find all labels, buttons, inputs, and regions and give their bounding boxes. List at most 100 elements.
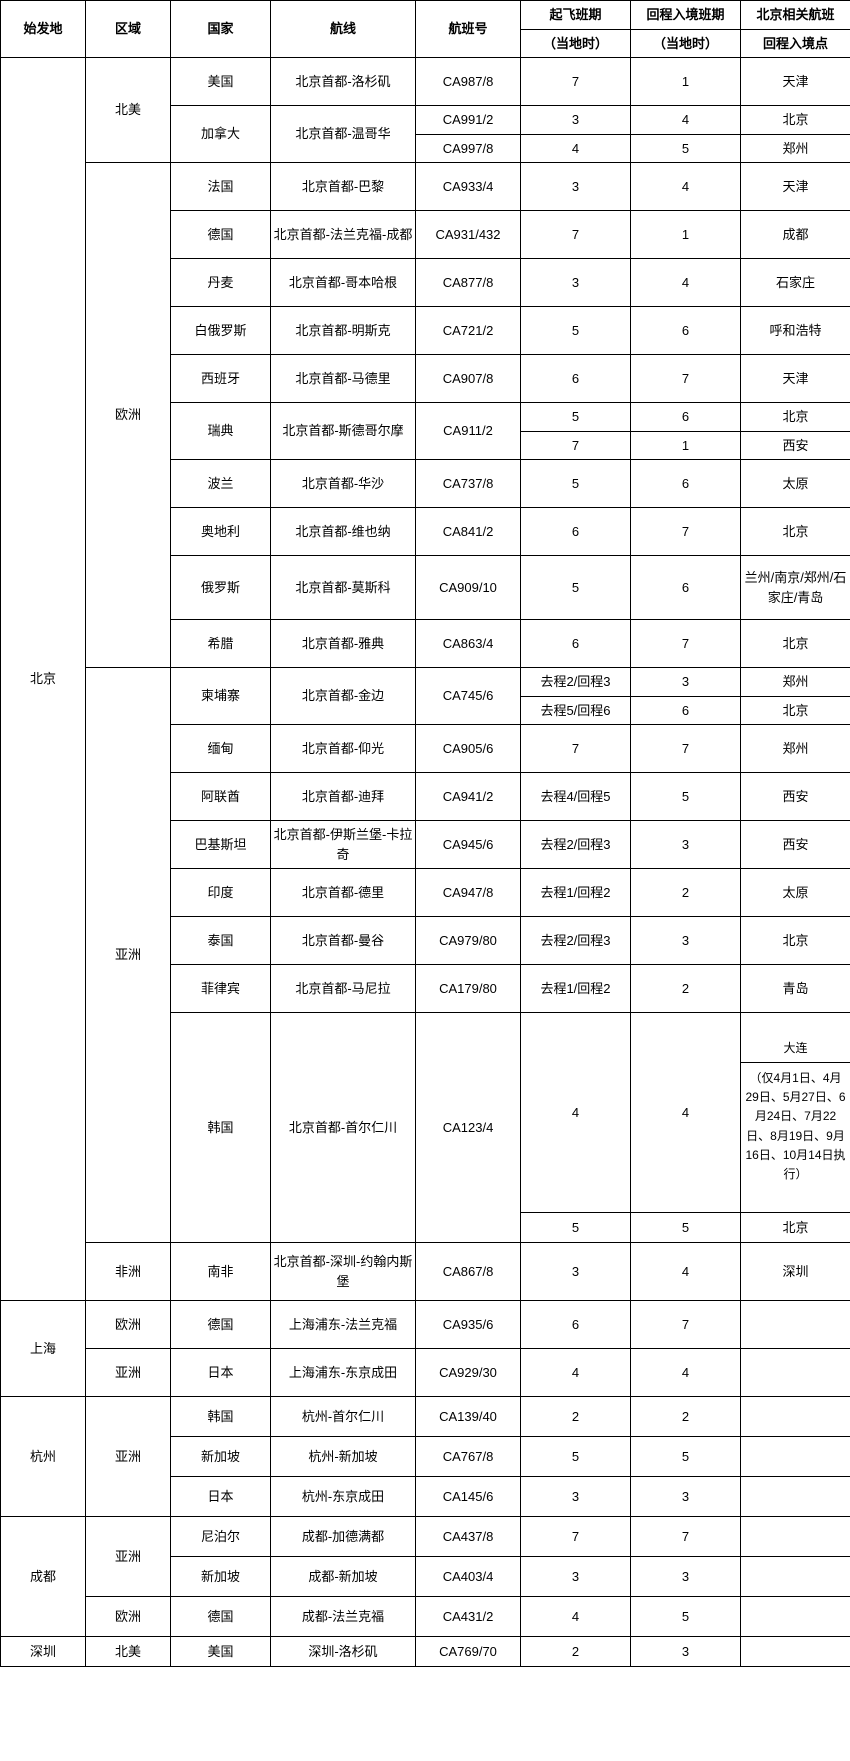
- cell: 泰国: [171, 917, 271, 965]
- th-entry-sub: 回程入境点: [741, 29, 850, 58]
- cell: CA403/4: [416, 1557, 521, 1597]
- th-dep-sub: （当地时）: [521, 29, 631, 58]
- cell: 天津: [741, 355, 850, 403]
- cell: 北京首都-首尔仁川: [271, 1013, 416, 1243]
- cell: 4: [631, 259, 741, 307]
- cell: 南非: [171, 1243, 271, 1301]
- cell: 2: [521, 1397, 631, 1437]
- cell: [741, 1301, 850, 1349]
- cell: 北京首都-雅典: [271, 620, 416, 668]
- cell: 巴基斯坦: [171, 821, 271, 869]
- cell: CA769/70: [416, 1637, 521, 1667]
- cell: 4: [631, 1013, 741, 1213]
- cell: 法国: [171, 163, 271, 211]
- cell: CA911/2: [416, 403, 521, 460]
- cell: 白俄罗斯: [171, 307, 271, 355]
- origin-chengdu: 成都: [1, 1517, 86, 1637]
- cell: 2: [631, 965, 741, 1013]
- cell: 7: [631, 620, 741, 668]
- cell: 3: [521, 1477, 631, 1517]
- cell: 去程5/回程6: [521, 696, 631, 725]
- cell: 7: [631, 1517, 741, 1557]
- cell: 7: [521, 1517, 631, 1557]
- cell: [741, 1349, 850, 1397]
- cell: 北京首都-明斯克: [271, 307, 416, 355]
- cell: 杭州-东京成田: [271, 1477, 416, 1517]
- cell: CA987/8: [416, 58, 521, 106]
- cell: 4: [631, 163, 741, 211]
- cell: 3: [631, 1637, 741, 1667]
- cell: 北京首都-伊斯兰堡-卡拉奇: [271, 821, 416, 869]
- region-asia: 亚洲: [86, 1397, 171, 1517]
- cell: 北京首都-金边: [271, 668, 416, 725]
- th-country: 国家: [171, 1, 271, 58]
- cell: CA907/8: [416, 355, 521, 403]
- cell: 北京: [741, 508, 850, 556]
- cell: 2: [631, 869, 741, 917]
- cell: 北京首都-仰光: [271, 725, 416, 773]
- entry-note: （仅4月1日、4月29日、5月27日、6月24日、7月22日、8月19日、9月1…: [741, 1063, 850, 1190]
- cell: 北京首都-莫斯科: [271, 556, 416, 620]
- cell: CA437/8: [416, 1517, 521, 1557]
- cell: 5: [631, 773, 741, 821]
- cell: 6: [631, 460, 741, 508]
- cell: 4: [521, 1349, 631, 1397]
- cell: 新加坡: [171, 1557, 271, 1597]
- cell: 希腊: [171, 620, 271, 668]
- th-entry: 北京相关航班: [741, 1, 850, 30]
- cell: 韩国: [171, 1013, 271, 1243]
- cell: CA931/432: [416, 211, 521, 259]
- cell: 新加坡: [171, 1437, 271, 1477]
- cell: 北京首都-德里: [271, 869, 416, 917]
- cell: CA737/8: [416, 460, 521, 508]
- cell: [741, 1397, 850, 1437]
- cell: 韩国: [171, 1397, 271, 1437]
- flight-schedule-table: 始发地 区域 国家 航线 航班号 起飞班期 回程入境班期 北京相关航班 （当地时…: [0, 0, 850, 1667]
- region-asia: 亚洲: [86, 1349, 171, 1397]
- cell: 6: [521, 355, 631, 403]
- cell: 去程4/回程5: [521, 773, 631, 821]
- cell: [741, 1477, 850, 1517]
- cell: 上海浦东-东京成田: [271, 1349, 416, 1397]
- cell: 6: [631, 403, 741, 432]
- cell: 3: [521, 259, 631, 307]
- cell: 6: [521, 620, 631, 668]
- cell: 3: [631, 821, 741, 869]
- cell: CA139/40: [416, 1397, 521, 1437]
- th-flight: 航班号: [416, 1, 521, 58]
- cell: 瑞典: [171, 403, 271, 460]
- cell: [741, 1437, 850, 1477]
- cell: 波兰: [171, 460, 271, 508]
- cell: 7: [521, 431, 631, 460]
- cell: 丹麦: [171, 259, 271, 307]
- cell: CA929/30: [416, 1349, 521, 1397]
- cell: 北京首都-斯德哥尔摩: [271, 403, 416, 460]
- cell: 成都-法兰克福: [271, 1597, 416, 1637]
- cell: 兰州/南京/郑州/石家庄/青岛: [741, 556, 850, 620]
- cell: 印度: [171, 869, 271, 917]
- cell: 3: [631, 1477, 741, 1517]
- cell: 2: [631, 1397, 741, 1437]
- cell: CA947/8: [416, 869, 521, 917]
- cell: 4: [631, 1243, 741, 1301]
- cell: CA991/2: [416, 106, 521, 135]
- cell: 北京: [741, 917, 850, 965]
- cell: 大连 （仅4月1日、4月29日、5月27日、6月24日、7月22日、8月19日、…: [741, 1013, 850, 1213]
- cell: 7: [631, 725, 741, 773]
- cell: 日本: [171, 1477, 271, 1517]
- cell: 德国: [171, 1597, 271, 1637]
- cell: 5: [521, 403, 631, 432]
- cell: 缅甸: [171, 725, 271, 773]
- cell: 北京首都-深圳-约翰内斯堡: [271, 1243, 416, 1301]
- cell: 德国: [171, 1301, 271, 1349]
- cell: 北京首都-马尼拉: [271, 965, 416, 1013]
- cell: 去程2/回程3: [521, 917, 631, 965]
- cell: 北京首都-维也纳: [271, 508, 416, 556]
- cell: 俄罗斯: [171, 556, 271, 620]
- cell: CA767/8: [416, 1437, 521, 1477]
- cell: 4: [521, 134, 631, 163]
- cell: 青岛: [741, 965, 850, 1013]
- region-na: 北美: [86, 58, 171, 163]
- cell: 5: [631, 1437, 741, 1477]
- cell: 北京首都-马德里: [271, 355, 416, 403]
